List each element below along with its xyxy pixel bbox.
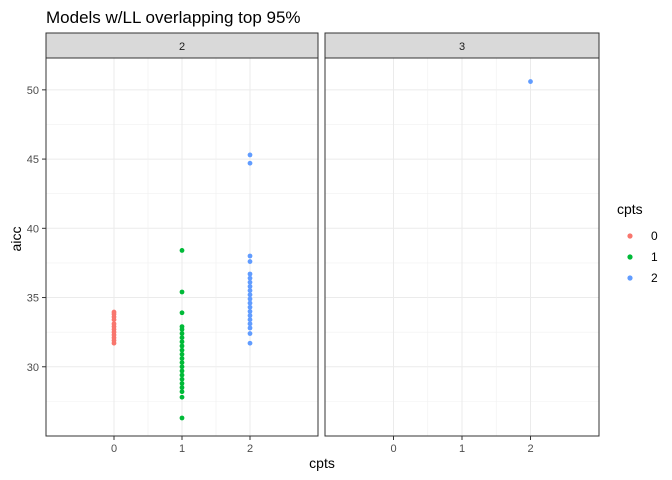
data-point-cpts-2 (247, 317, 253, 323)
facet-strip (45, 32, 319, 59)
x-tick-label: 0 (390, 443, 396, 455)
legend-key-0 (627, 233, 633, 239)
data-point-cpts-1 (179, 389, 185, 395)
facet-panel-2: 20 1 2 (45, 32, 319, 455)
data-point-cpts-2 (247, 340, 253, 346)
y-tick-label: 50 (27, 85, 39, 97)
data-point-cpts-1 (179, 289, 185, 295)
data-point-cpts-2 (247, 160, 253, 166)
data-point-cpts-1 (179, 248, 185, 253)
legend: cpts 0 1 2 (617, 201, 658, 285)
data-point-cpts-1 (179, 347, 185, 353)
legend-title: cpts (617, 201, 643, 217)
legend-key-2 (627, 275, 633, 281)
data-point-cpts-2 (247, 325, 253, 331)
data-point-cpts-1 (179, 364, 185, 370)
data-point-cpts-2 (247, 288, 253, 294)
data-point-cpts-1 (179, 415, 185, 421)
y-tick-label: 45 (27, 154, 39, 166)
data-point-cpts-1 (179, 380, 185, 386)
facet-strip-label: 2 (179, 41, 185, 53)
y-axis-title: aicc (8, 227, 24, 252)
x-tick-label: 1 (459, 443, 465, 455)
data-point-cpts-2 (247, 152, 253, 158)
data-point-cpts-2 (247, 313, 253, 318)
data-point-cpts-2 (247, 259, 253, 264)
x-tick-label: 1 (179, 443, 185, 455)
data-point-cpts-1 (179, 360, 185, 366)
data-point-cpts-2 (247, 284, 253, 289)
legend-label-0: 0 (651, 229, 658, 243)
x-tick-label: 2 (247, 443, 253, 455)
data-point-cpts-2 (247, 304, 253, 310)
y-tick-label: 35 (27, 293, 39, 305)
data-point-cpts-2 (247, 296, 253, 302)
data-point-cpts-2 (247, 300, 253, 306)
x-tick-label: 0 (111, 443, 117, 455)
data-point-cpts-2 (247, 292, 253, 298)
facet-strip-label: 3 (459, 41, 465, 53)
facet-panel-3: 3 0 1 2 (324, 32, 600, 455)
data-point-cpts-1 (179, 372, 185, 378)
data-point-cpts-2 (247, 253, 253, 259)
data-point-cpts-1 (179, 310, 185, 316)
data-point-cpts-2 (247, 271, 253, 277)
data-point-cpts-1 (179, 394, 185, 400)
data-point-cpts-2 (247, 308, 253, 314)
data-point-cpts-2 (528, 79, 533, 84)
y-tick-label: 40 (27, 223, 39, 235)
data-point-cpts-1 (179, 385, 185, 390)
facet-strip (324, 32, 600, 59)
legend-key-1 (627, 254, 633, 260)
legend-items: 0 1 2 (627, 229, 658, 285)
data-point-cpts-1 (179, 368, 185, 374)
x-tick-label: 2 (527, 443, 533, 455)
data-point-cpts-1 (179, 324, 185, 330)
data-point-cpts-0 (111, 321, 117, 327)
data-point-cpts-1 (179, 339, 185, 345)
legend-label-1: 1 (651, 250, 658, 264)
data-point-cpts-1 (179, 376, 185, 382)
data-point-cpts-1 (179, 343, 185, 349)
chart-title: Models w/LL overlapping top 95% (46, 8, 301, 27)
data-point-cpts-1 (179, 356, 185, 361)
legend-label-2: 2 (651, 271, 658, 285)
data-point-cpts-2 (247, 279, 253, 285)
data-point-cpts-1 (179, 351, 185, 357)
data-point-cpts-1 (179, 331, 185, 336)
data-point-cpts-2 (247, 275, 253, 281)
data-point-cpts-2 (247, 321, 253, 327)
y-tick-label: 30 (27, 362, 39, 374)
data-point-cpts-1 (179, 335, 185, 341)
data-point-cpts-0 (111, 309, 117, 315)
data-point-cpts-2 (247, 331, 253, 336)
x-axis-title: cpts (309, 455, 335, 471)
